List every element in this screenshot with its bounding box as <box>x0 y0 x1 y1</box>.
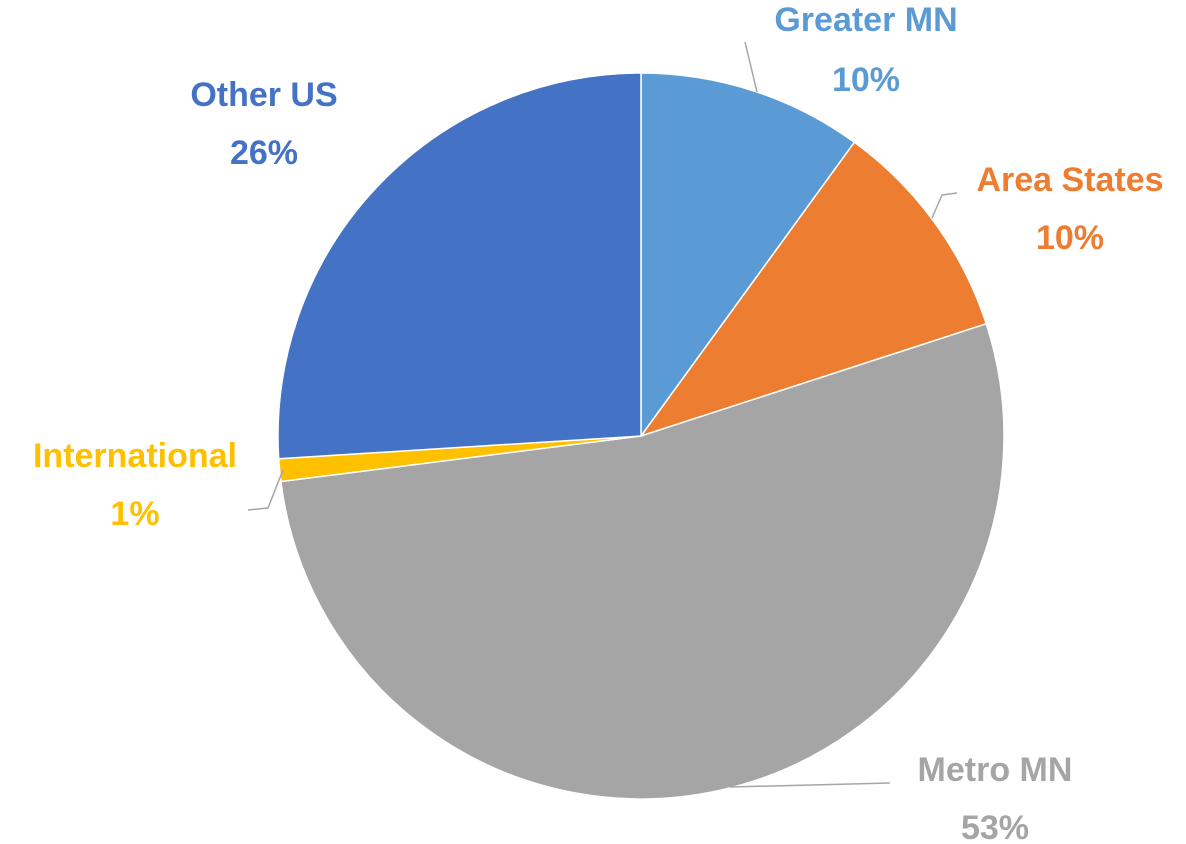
pie-slice <box>639 141 988 438</box>
slice-percent: 10% <box>832 61 900 99</box>
slice-percent: 53% <box>961 809 1029 844</box>
slice-name: Greater MN <box>774 1 957 39</box>
slice-percent: 26% <box>230 134 298 172</box>
slice-name: Area States <box>976 161 1163 199</box>
pie-slice <box>280 322 1005 800</box>
slice-percent: 10% <box>1036 219 1104 257</box>
slice-name: Metro MN <box>918 751 1073 789</box>
leader-line <box>729 782 891 788</box>
labels: Greater MN 10% Area States 10% Metro MN 53% In… <box>33 1 1164 844</box>
pie-slice <box>640 72 856 439</box>
leader-line <box>931 192 958 219</box>
leader-line <box>744 41 758 93</box>
slice-percent: 1% <box>110 495 159 533</box>
pie-slice <box>277 72 642 460</box>
slice-name: International <box>33 437 237 475</box>
leader-line <box>247 469 284 511</box>
slices <box>277 72 1005 800</box>
slice-name: Other US <box>190 76 337 114</box>
